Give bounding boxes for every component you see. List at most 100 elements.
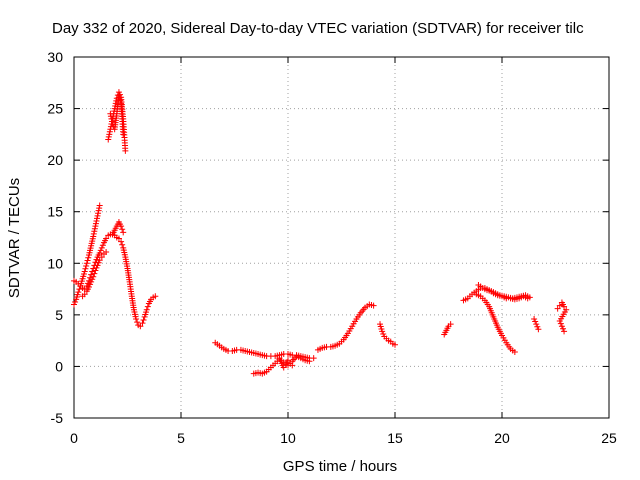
data-point: [535, 326, 542, 333]
series-sat-f: [109, 219, 127, 238]
data-point: [107, 113, 114, 120]
data-point: [556, 302, 563, 309]
y-tick-label: -5: [51, 410, 64, 426]
data-point: [98, 254, 105, 261]
series-sat-l: [441, 321, 454, 338]
data-point: [152, 293, 159, 300]
data-point: [380, 330, 387, 337]
data-point: [144, 303, 151, 310]
x-axis-label: GPS time / hours: [283, 458, 397, 475]
data-point: [90, 273, 97, 280]
chart-title: Day 332 of 2020, Sidereal Day-to-day VTE…: [52, 20, 584, 37]
data-point: [72, 298, 79, 305]
data-point: [117, 97, 124, 104]
data-point: [95, 207, 102, 214]
x-tick-label: 15: [387, 430, 403, 446]
series-sat-k: [377, 321, 398, 348]
data-point: [85, 284, 92, 291]
data-point: [95, 259, 102, 266]
y-tick-label: 15: [47, 204, 63, 220]
data-point: [91, 270, 98, 277]
data-point: [76, 286, 83, 293]
data-point: [91, 225, 98, 232]
data-point: [289, 362, 296, 369]
data-point: [84, 257, 91, 264]
data-point: [81, 291, 88, 298]
data-point: [306, 358, 313, 365]
x-tick-label: 10: [280, 430, 296, 446]
data-point: [285, 357, 291, 364]
data-point: [94, 262, 101, 269]
data-point: [533, 321, 540, 328]
x-tick-labels: 0 5 10 15 20 25: [70, 430, 617, 446]
data-point: [98, 244, 105, 251]
data-point: [558, 323, 565, 330]
data-point: [92, 267, 99, 274]
series-sat-c: [79, 248, 110, 300]
data-point: [120, 131, 127, 138]
data-point: [91, 228, 98, 235]
data-point: [118, 223, 125, 230]
data-point: [92, 223, 99, 230]
data-point: [554, 305, 561, 312]
data-point: [106, 131, 113, 138]
x-tick-label: 20: [494, 430, 510, 446]
data-point: [96, 202, 103, 209]
data-point: [134, 319, 141, 326]
grid: [74, 57, 609, 418]
data-point: [71, 301, 77, 308]
data-point: [115, 92, 122, 99]
data-point: [96, 205, 103, 212]
data-point: [379, 328, 386, 335]
series-sat-p: [531, 315, 542, 333]
data-point: [103, 248, 110, 255]
data-point: [106, 128, 113, 135]
data-point: [118, 238, 125, 245]
data-point: [526, 294, 533, 301]
data-point: [94, 212, 101, 219]
data-point: [75, 289, 82, 296]
data-point: [85, 254, 92, 261]
axes: [73, 56, 610, 419]
data-point: [143, 306, 150, 313]
series-sat-n: [473, 291, 518, 355]
data-point: [561, 303, 568, 310]
series-sat-i: [276, 355, 296, 371]
y-tick-labels: -5 0 5 10 15 20 25 30: [47, 49, 63, 426]
data-point: [92, 220, 99, 227]
data-point: [116, 94, 123, 101]
data-point: [119, 241, 126, 248]
series-sat-j: [314, 301, 377, 353]
data-point: [92, 259, 99, 266]
data-point: [534, 323, 541, 330]
data-point: [559, 325, 566, 332]
data-point: [93, 264, 100, 271]
data-point: [99, 242, 106, 249]
data-point: [115, 235, 122, 242]
data-point: [87, 281, 94, 288]
data-point: [96, 249, 103, 256]
y-tick-label: 5: [55, 307, 63, 323]
data-point: [83, 263, 90, 270]
data-point: [105, 133, 112, 140]
data-point: [81, 268, 88, 275]
data-point: [82, 265, 89, 272]
data-point: [557, 320, 564, 327]
data-point: [280, 364, 287, 371]
data-point: [105, 136, 112, 143]
data-points: [71, 89, 570, 377]
data-point: [556, 318, 563, 325]
series-sat-e: [107, 92, 127, 138]
data-point: [108, 115, 115, 122]
data-point: [95, 210, 102, 217]
data-point: [122, 147, 129, 154]
y-tick-label: 10: [47, 255, 63, 271]
data-point: [107, 110, 114, 117]
data-point: [108, 118, 115, 125]
series-sat-o: [475, 281, 533, 302]
data-point: [137, 323, 144, 330]
data-point: [531, 315, 538, 322]
data-point: [140, 317, 147, 324]
y-axis-label: SDTVAR / TECUs: [6, 178, 23, 298]
data-point: [88, 278, 95, 285]
